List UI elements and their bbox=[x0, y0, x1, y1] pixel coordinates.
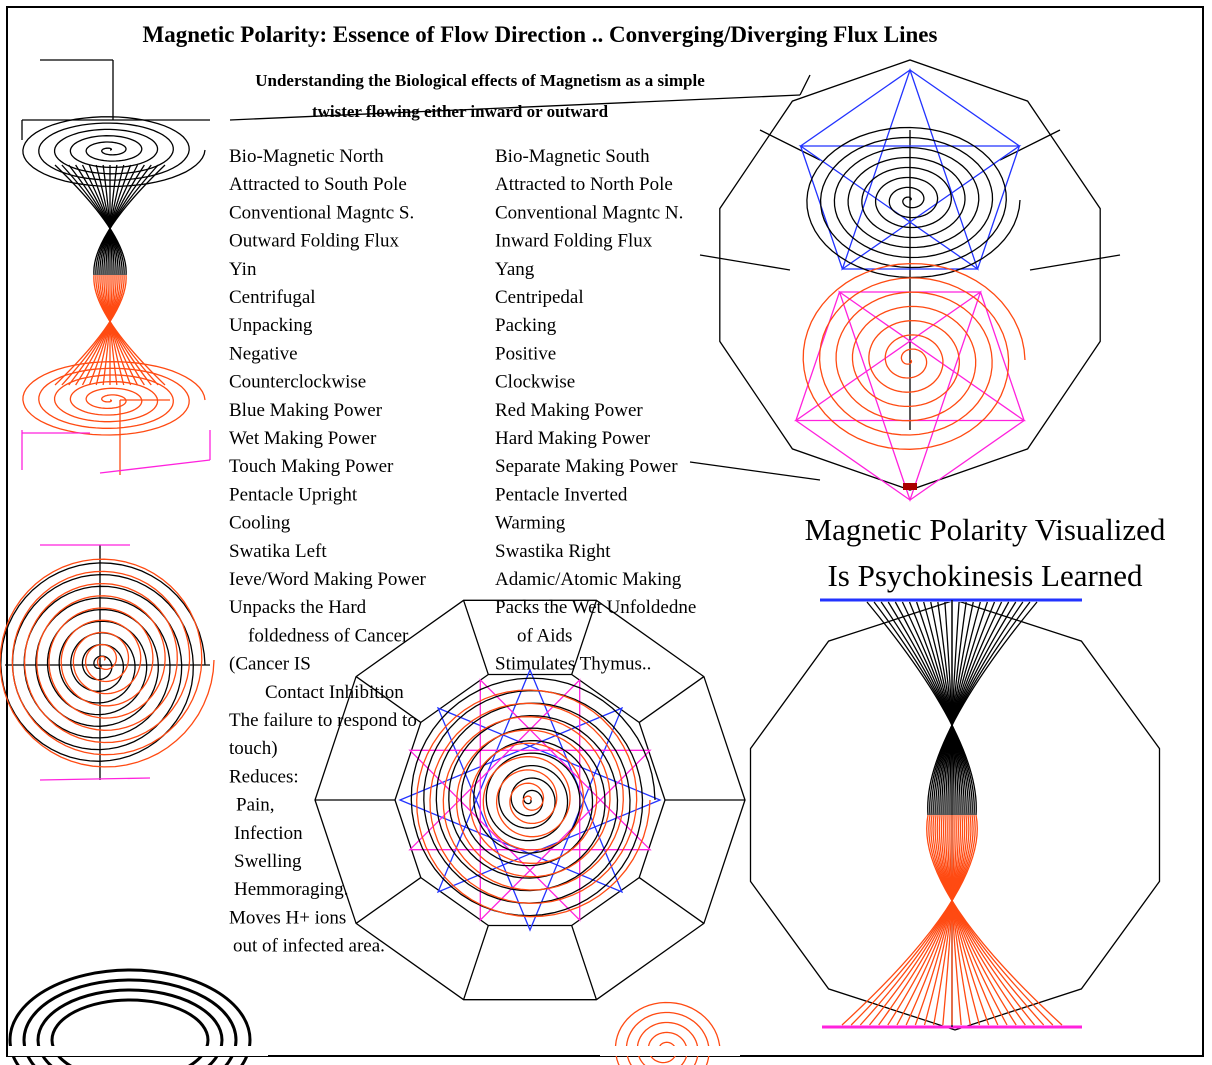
list-item: Contact Inhibition bbox=[265, 682, 404, 703]
list-item: Packing bbox=[495, 315, 557, 336]
list-item: of Aids bbox=[517, 625, 572, 646]
list-item: Bio-Magnetic North bbox=[229, 146, 384, 167]
list-item: Unpacks the Hard bbox=[229, 597, 367, 618]
list-item: Unpacking bbox=[229, 315, 313, 336]
caption: Magnetic Polarity Visualized bbox=[805, 512, 1166, 547]
list-item: Pentacle Upright bbox=[229, 484, 358, 505]
list-item: Negative bbox=[229, 343, 298, 364]
list-item: Pain, bbox=[236, 795, 275, 816]
subtitle: twister flowing either inward or outward bbox=[312, 102, 609, 121]
list-item: Swastika Right bbox=[495, 541, 611, 562]
list-item: Infection bbox=[234, 823, 303, 844]
list-item: Attracted to South Pole bbox=[229, 174, 407, 195]
marker bbox=[903, 483, 917, 490]
subtitle: Understanding the Biological effects of … bbox=[255, 71, 705, 90]
list-item: Reduces: bbox=[229, 766, 299, 787]
list-item: Stimulates Thymus.. bbox=[495, 654, 651, 675]
list-item: Red Making Power bbox=[495, 400, 643, 421]
list-item: (Cancer IS bbox=[229, 654, 311, 675]
list-item: Attracted to North Pole bbox=[495, 174, 673, 195]
list-item: Separate Making Power bbox=[495, 456, 678, 477]
list-item: Yin bbox=[229, 259, 257, 280]
list-item: Packs the Wet Unfoldedne bbox=[495, 597, 696, 618]
list-item: Centripedal bbox=[495, 287, 584, 308]
list-item: touch) bbox=[229, 738, 278, 759]
list-item: out of infected area. bbox=[233, 936, 385, 957]
list-item: Conventional Magntc S. bbox=[229, 202, 414, 223]
list-item: Touch Making Power bbox=[229, 456, 394, 477]
list-item: Pentacle Inverted bbox=[495, 484, 628, 505]
title: Magnetic Polarity: Essence of Flow Direc… bbox=[143, 22, 938, 47]
list-item: Adamic/Atomic Making bbox=[495, 569, 682, 590]
list-item: Counterclockwise bbox=[229, 372, 366, 393]
list-item: Yang bbox=[495, 259, 535, 280]
list-item: foldedness of Cancer bbox=[248, 625, 409, 646]
list-item: Positive bbox=[495, 343, 556, 364]
list-item: Wet Making Power bbox=[229, 428, 377, 449]
list-item: Swelling bbox=[234, 851, 302, 872]
list-item: Bio-Magnetic South bbox=[495, 146, 650, 167]
mask bbox=[8, 1046, 268, 1056]
list-item: Ieve/Word Making Power bbox=[229, 569, 427, 590]
list-item: Clockwise bbox=[495, 372, 575, 393]
list-item: Moves H+ ions bbox=[229, 907, 346, 928]
page: Magnetic Polarity: Essence of Flow Direc… bbox=[0, 0, 1212, 1065]
mask bbox=[600, 1046, 740, 1056]
list-item: Swatika Left bbox=[229, 541, 327, 562]
list-item: Hard Making Power bbox=[495, 428, 651, 449]
list-item: Hemmoraging. bbox=[234, 879, 349, 900]
list-item: The failure to respond to bbox=[229, 710, 417, 731]
list-item: Centrifugal bbox=[229, 287, 316, 308]
list-item: Outward Folding Flux bbox=[229, 231, 399, 252]
list-item: Warming bbox=[495, 513, 566, 534]
caption: Is Psychokinesis Learned bbox=[827, 558, 1143, 593]
list-item: Blue Making Power bbox=[229, 400, 383, 421]
list-item: Conventional Magntc N. bbox=[495, 202, 683, 223]
list-item: Cooling bbox=[229, 513, 291, 534]
list-item: Inward Folding Flux bbox=[495, 231, 653, 252]
